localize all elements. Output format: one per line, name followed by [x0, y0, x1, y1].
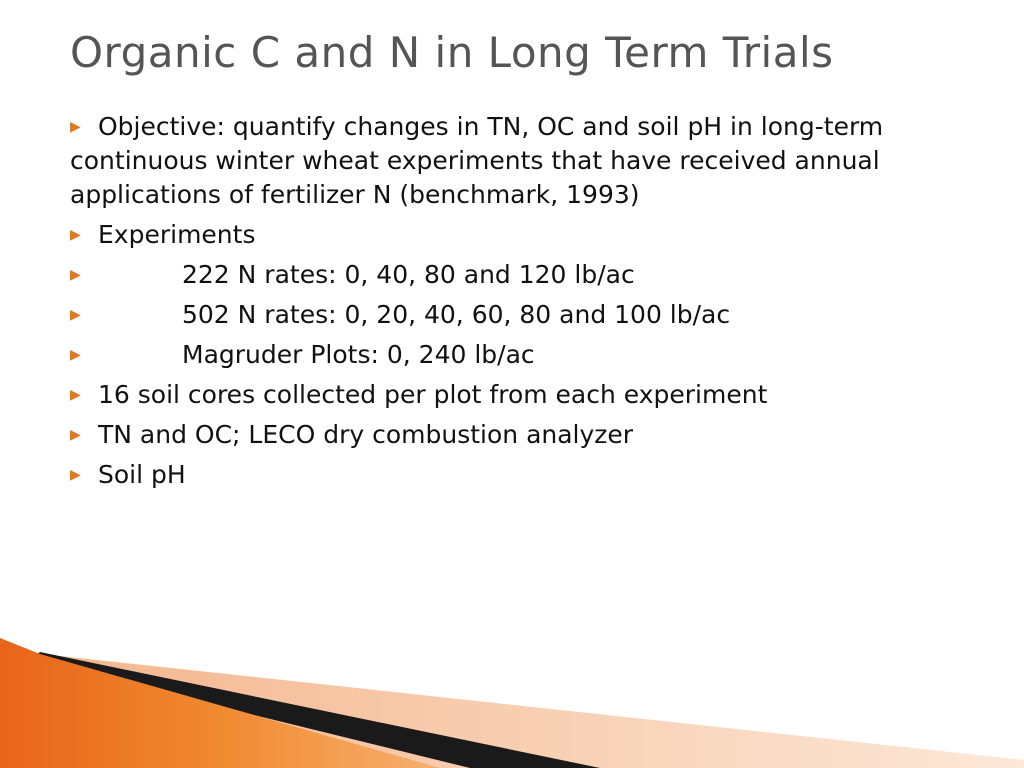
bullet-text: 502 N rates: 0, 20, 40, 60, 80 and 100 l… — [182, 300, 731, 329]
swoosh-orange-wedge — [0, 638, 440, 768]
bullet-item: ▶ Experiments — [70, 218, 910, 252]
bullet-text: 222 N rates: 0, 40, 80 and 120 lb/ac — [182, 260, 635, 289]
decorative-swoosh — [0, 638, 1024, 768]
bullet-item: ▶ TN and OC; LECO dry combustion analyzer — [70, 418, 910, 452]
bullet-item: ▶ Magruder Plots: 0, 240 lb/ac — [70, 338, 910, 372]
bullet-item: ▶ 502 N rates: 0, 20, 40, 60, 80 and 100 … — [70, 298, 910, 332]
bullet-arrow-icon: ▶ — [70, 467, 81, 483]
bullet-item: ▶ 222 N rates: 0, 40, 80 and 120 lb/ac — [70, 258, 910, 292]
bullet-text: Soil pH — [98, 460, 186, 489]
bullet-item: ▶ Objective: quantify changes in TN, OC a… — [70, 110, 910, 212]
bullet-arrow-icon: ▶ — [70, 119, 81, 135]
swoosh-dark-band — [30, 652, 600, 768]
bullet-item: ▶ Soil pH — [70, 458, 910, 492]
bullet-arrow-icon: ▶ — [70, 267, 81, 283]
bullet-text: Objective: quantify changes in TN, OC an… — [70, 112, 884, 209]
bullet-text: 16 soil cores collected per plot from ea… — [98, 380, 768, 409]
slide-title: Organic C and N in Long Term Trials — [70, 28, 834, 77]
bullet-item: ▶ 16 soil cores collected per plot from e… — [70, 378, 910, 412]
bullet-arrow-icon: ▶ — [70, 427, 81, 443]
bullet-text: Magruder Plots: 0, 240 lb/ac — [182, 340, 535, 369]
bullet-arrow-icon: ▶ — [70, 387, 81, 403]
bullet-text: Experiments — [98, 220, 256, 249]
bullet-text: TN and OC; LECO dry combustion analyzer — [98, 420, 634, 449]
bullet-arrow-icon: ▶ — [70, 347, 81, 363]
bullet-arrow-icon: ▶ — [70, 307, 81, 323]
bullet-list: ▶ Objective: quantify changes in TN, OC a… — [70, 110, 910, 498]
bullet-arrow-icon: ▶ — [70, 227, 81, 243]
